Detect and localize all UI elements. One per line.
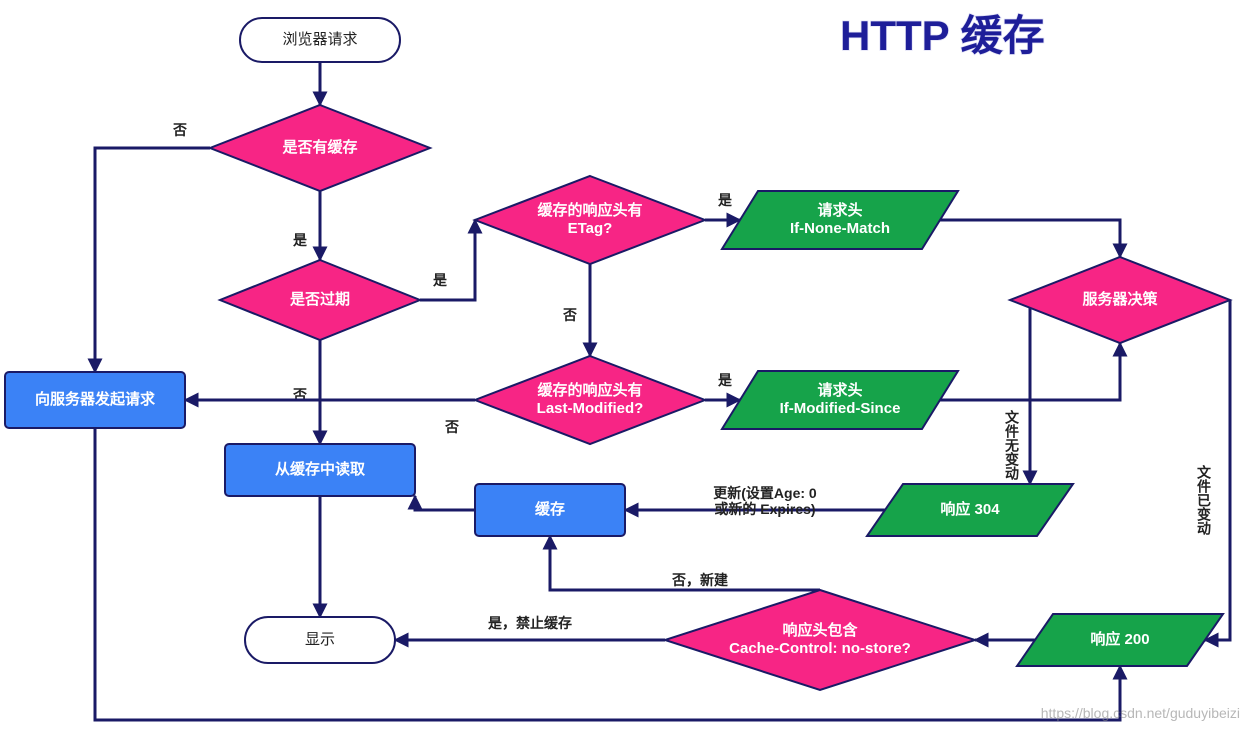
- node-resp304: 响应 304: [867, 484, 1073, 536]
- node-label: 浏览器请求: [282, 31, 357, 48]
- edge-label: 否，新建: [671, 572, 728, 588]
- edge-label: 否: [444, 419, 459, 435]
- edge-label: 是: [293, 232, 308, 248]
- node-label: 请求头: [817, 201, 862, 219]
- node-label: 请求头: [817, 381, 862, 399]
- node-label: If-Modified-Since: [780, 400, 901, 417]
- node-label: 缓存的响应头有: [537, 201, 642, 219]
- edge-label: 是，禁止缓存: [488, 615, 572, 631]
- node-label: Cache-Control: no-store?: [729, 640, 911, 657]
- node-label: 缓存的响应头有: [537, 381, 642, 399]
- node-label: 显示: [305, 631, 335, 648]
- edge-label: 文件已变动: [1196, 464, 1212, 536]
- node-label: 从缓存中读取: [275, 460, 366, 478]
- node-lm_q: 缓存的响应头有Last-Modified?: [475, 356, 705, 444]
- diagram-title: HTTP 缓存: [840, 12, 1045, 59]
- edge-label: 文件无变动: [1004, 409, 1020, 481]
- node-label: 响应头包含: [782, 621, 858, 639]
- edge-has_cache-to_server: [95, 148, 210, 372]
- edge-label: 更新(设置Age: 0: [713, 485, 817, 501]
- node-label: 响应 200: [1090, 630, 1149, 648]
- node-cache: 缓存: [475, 484, 625, 536]
- node-req_inm: 请求头If-None-Match: [722, 191, 958, 249]
- edge-expired-etag_q: [420, 220, 475, 300]
- node-expired: 是否过期: [220, 260, 420, 340]
- edge-label: 是: [718, 192, 733, 208]
- node-no_store_q: 响应头包含Cache-Control: no-store?: [665, 590, 975, 690]
- edge-cache-from_cache: [415, 496, 475, 510]
- node-label: 响应 304: [940, 500, 1000, 518]
- edge-label: 是: [718, 372, 733, 388]
- node-to_server: 向服务器发起请求: [5, 372, 185, 428]
- edge-label: 否: [562, 307, 577, 323]
- node-label: 服务器决策: [1082, 290, 1158, 308]
- node-label: 缓存: [535, 500, 565, 518]
- node-display: 显示: [245, 617, 395, 663]
- node-label: 是否有缓存: [281, 138, 357, 156]
- node-label: If-None-Match: [790, 220, 890, 237]
- node-from_cache: 从缓存中读取: [225, 444, 415, 496]
- node-has_cache: 是否有缓存: [210, 105, 430, 191]
- node-label: Last-Modified?: [537, 400, 644, 417]
- node-etag_q: 缓存的响应头有ETag?: [475, 176, 705, 264]
- edge-label: 否: [172, 122, 187, 138]
- watermark: https://blog.csdn.net/guduyibeizi: [1041, 705, 1240, 721]
- edge-label: 或新的 Expires): [714, 501, 815, 517]
- edge-req_inm-server_dec: [940, 220, 1120, 257]
- node-req_ims: 请求头If-Modified-Since: [722, 371, 958, 429]
- node-label: ETag?: [568, 220, 613, 237]
- edge-label: 是: [433, 272, 448, 288]
- node-server_dec: 服务器决策: [1010, 257, 1230, 343]
- node-label: 向服务器发起请求: [35, 390, 156, 408]
- node-start: 浏览器请求: [240, 18, 400, 62]
- node-label: 是否过期: [289, 290, 350, 308]
- node-resp200: 响应 200: [1017, 614, 1223, 666]
